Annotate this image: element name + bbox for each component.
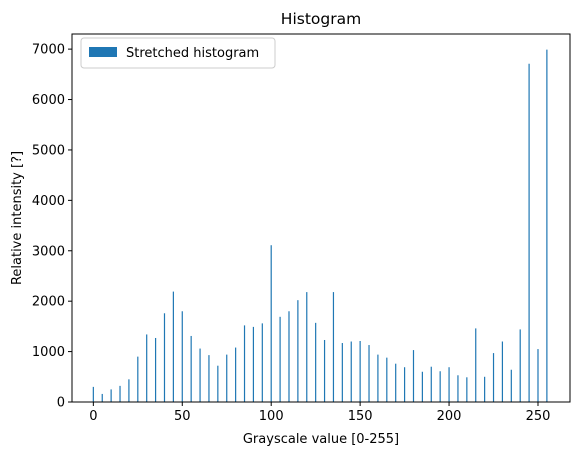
- histogram-bar: [501, 341, 504, 402]
- histogram-bar: [368, 345, 370, 402]
- histogram-bar: [226, 354, 228, 402]
- histogram-bar: [279, 316, 281, 402]
- histogram-bar: [190, 335, 192, 402]
- y-tick-label: 6000: [32, 93, 65, 108]
- histogram-bar: [217, 365, 219, 402]
- x-tick-label: 50: [174, 409, 191, 424]
- histogram-bar: [235, 347, 237, 402]
- histogram-bar: [395, 363, 397, 402]
- x-tick-label: 0: [89, 409, 97, 424]
- histogram-bar: [288, 311, 290, 402]
- legend-box: [80, 37, 276, 69]
- histogram-bar: [457, 375, 459, 402]
- histogram-bar: [386, 357, 388, 402]
- histogram-bar: [350, 341, 352, 402]
- x-tick-label: 100: [259, 409, 284, 424]
- legend-entry-label: Stretched histogram: [126, 46, 259, 61]
- histogram-bar: [546, 49, 548, 402]
- histogram-bar: [332, 292, 335, 402]
- histogram-bar: [252, 326, 255, 402]
- histogram-bar: [137, 356, 139, 402]
- histogram-bar: [323, 339, 326, 402]
- histogram-bar: [403, 367, 406, 402]
- histogram-bar: [146, 334, 148, 402]
- histogram-bar: [92, 386, 94, 402]
- legend: Stretched histogram: [80, 37, 276, 69]
- histogram-bar: [510, 369, 512, 402]
- histogram-bar: [261, 323, 263, 402]
- histogram-bar: [172, 291, 174, 402]
- histogram-bar: [154, 337, 157, 402]
- histogram-bar: [110, 389, 112, 402]
- y-tick-label: 2000: [32, 295, 65, 310]
- histogram-bar: [377, 354, 379, 402]
- histogram-bar: [466, 377, 468, 402]
- histogram-bar: [306, 292, 308, 402]
- histogram-bar: [430, 366, 432, 402]
- histogram-bar: [359, 341, 361, 402]
- legend-swatch: [89, 47, 117, 57]
- y-tick-label: 3000: [32, 244, 65, 259]
- histogram-bar: [439, 371, 441, 402]
- histogram-bar: [448, 367, 450, 402]
- y-axis-label: Relative intensity [?]: [10, 151, 25, 285]
- y-tick-label: 4000: [32, 194, 65, 209]
- histogram-bar: [163, 313, 166, 402]
- y-axis-ticks: 0 1000 2000 3000 4000 5000 6000 7000: [32, 43, 72, 411]
- x-axis-label: Grayscale value [0-255]: [243, 432, 399, 447]
- histogram-bar: [492, 353, 495, 402]
- histogram-bar: [475, 328, 477, 402]
- y-tick-label: 7000: [32, 43, 65, 58]
- x-tick-label: 150: [348, 409, 373, 424]
- histogram-bar: [270, 245, 272, 402]
- y-tick-label: 5000: [32, 143, 65, 158]
- histogram-bar: [315, 322, 317, 402]
- histogram-bar: [519, 329, 521, 402]
- histogram-bar: [243, 325, 246, 402]
- histogram-bar: [341, 343, 343, 402]
- histogram-bar: [297, 300, 299, 402]
- histogram-bar: [128, 379, 130, 402]
- histogram-bar: [181, 311, 183, 402]
- histogram-bar: [119, 385, 121, 402]
- bars-group: [92, 49, 548, 403]
- y-tick-label: 1000: [32, 345, 65, 360]
- histogram-bar: [199, 348, 201, 402]
- chart-title: Histogram: [281, 10, 361, 28]
- plot-frame: [71, 33, 571, 403]
- histogram-bar: [412, 350, 415, 402]
- histogram-bar: [537, 349, 539, 402]
- x-tick-label: 200: [437, 409, 462, 424]
- x-tick-label: 250: [526, 409, 551, 424]
- histogram-bar: [101, 393, 103, 402]
- x-axis-ticks: 0 50 100 150 200 250: [89, 402, 550, 424]
- y-tick-label: 0: [57, 396, 65, 411]
- histogram-bar: [421, 371, 423, 402]
- histogram-bar: [484, 376, 486, 402]
- histogram-bar: [208, 355, 210, 402]
- histogram-bar: [528, 63, 530, 403]
